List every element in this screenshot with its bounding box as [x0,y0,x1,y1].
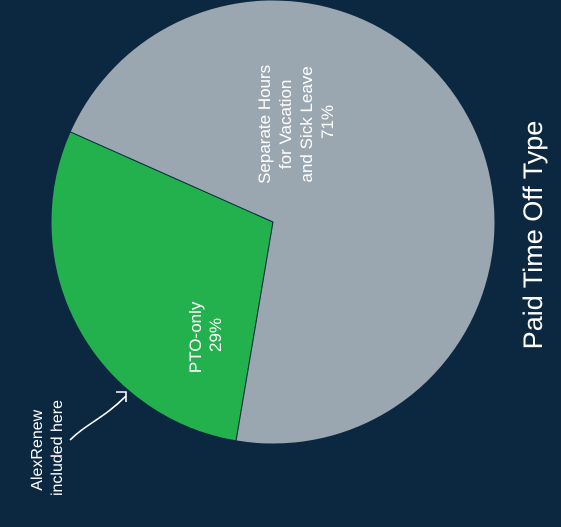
annotation-line: AlexRenew [29,409,46,490]
chart-title: Paid Time Off Type [518,121,548,350]
chart-title-group: Paid Time Off Type [518,121,548,350]
slice-label-separate-line: and Sick Leave [297,66,316,182]
slice-label-separate-line: 71% [318,105,337,139]
slice-label-pto-line: PTO-only [186,301,205,373]
slice-label-separate: Separate Hours for Vacation and Sick Lea… [255,60,337,184]
slice-label-pto-line: 29% [206,318,225,352]
pie-slice-pto-only [50,131,274,442]
pie-slice-separate-hours [69,0,496,445]
annotation-arrow [69,395,127,441]
svg-text:PTO-only 29%: PTO-only 29% [186,297,225,373]
slice-label-pto: PTO-only 29% [186,297,225,373]
annotation-group: AlexRenew included here [29,400,66,496]
pie-slices [50,0,496,445]
slice-label-separate-line: for Vacation [276,80,295,169]
annotation-arrowhead [116,391,127,402]
svg-text:Separate Hours for Vacat: Separate Hours for Vacation and Sick Lea… [255,60,337,184]
svg-text:AlexRenew included here: AlexRenew included here [29,400,66,496]
annotation-line: included here [49,400,66,496]
slice-label-separate-line: Separate Hours [255,65,274,184]
